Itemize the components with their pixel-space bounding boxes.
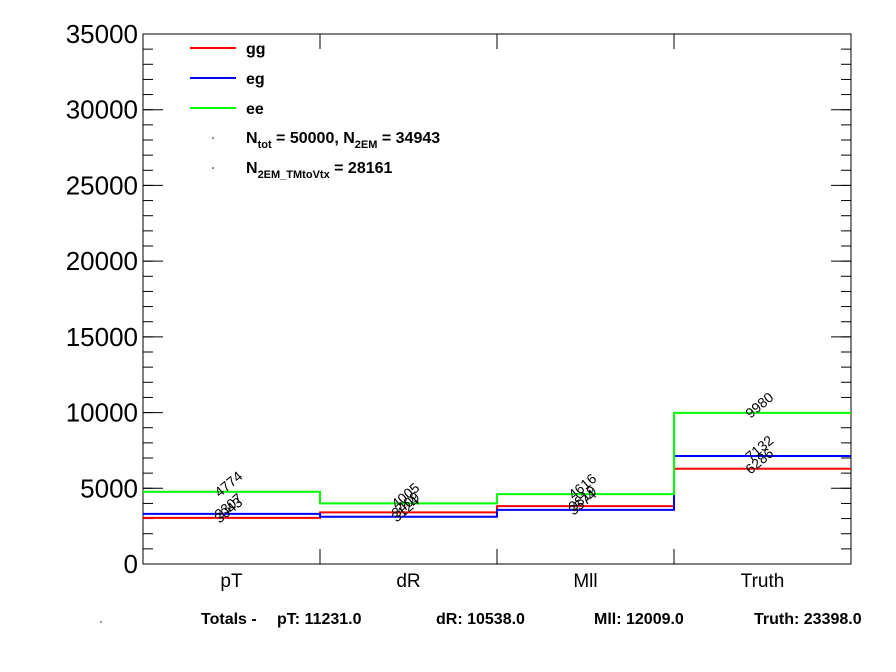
ntot-sub: tot xyxy=(258,139,272,151)
y-tick-label: 5000 xyxy=(80,473,138,503)
totals-dr: dR: 10538.0 xyxy=(436,611,525,628)
series-line-ee xyxy=(143,411,851,505)
legend-label-ee: ee xyxy=(246,101,264,118)
y-tick-label: 15000 xyxy=(66,322,138,352)
y-tick-label: 20000 xyxy=(66,246,138,276)
y-tick-label: 35000 xyxy=(66,19,138,49)
ntot-mid: = 50000, N xyxy=(272,130,355,147)
legend-marker-nvtx xyxy=(212,167,214,169)
x-axis: pT dR Mll Truth xyxy=(220,34,784,592)
y-tick-label: 10000 xyxy=(66,398,138,428)
x-category-label: Truth xyxy=(741,571,785,592)
legend-label-eg: eg xyxy=(246,71,265,88)
n2em-val: = 34943 xyxy=(377,130,440,147)
legend-label-gg: gg xyxy=(246,41,266,58)
y-axis: 0 5000 10000 15000 20000 25000 30000 35000 xyxy=(66,19,851,579)
y-tick-label: 0 xyxy=(124,549,138,579)
totals-mll: Mll: 12009.0 xyxy=(594,611,684,628)
nvtx-sub: 2EM_TMtoVtx xyxy=(258,169,331,181)
legend-ntot: Ntot = 50000, N2EM = 34943 xyxy=(246,130,440,151)
ntot-main: N xyxy=(246,130,258,147)
legend-marker-ntot xyxy=(212,137,214,139)
x-category-label: Mll xyxy=(573,571,597,592)
n2em-sub: 2EM xyxy=(355,139,378,151)
totals-truth: Truth: 23398.0 xyxy=(754,611,862,628)
legend: gg eg ee Ntot = 50000, N2EM = 34943 N2EM… xyxy=(190,41,440,181)
nvtx-val: = 28161 xyxy=(330,160,393,177)
totals-pt: pT: 11231.0 xyxy=(277,611,362,628)
y-tick-label: 25000 xyxy=(66,170,138,200)
totals-marker xyxy=(100,621,102,623)
series-lines xyxy=(143,411,851,519)
totals-label: Totals - xyxy=(201,611,257,628)
y-tick-label: 30000 xyxy=(66,95,138,125)
x-category-label: dR xyxy=(396,571,420,592)
nvtx-main: N xyxy=(246,160,258,177)
legend-nvtx: N2EM_TMtoVtx = 28161 xyxy=(246,160,393,181)
x-category-label: pT xyxy=(220,571,243,592)
value-label-ee: 9980 xyxy=(742,389,776,421)
